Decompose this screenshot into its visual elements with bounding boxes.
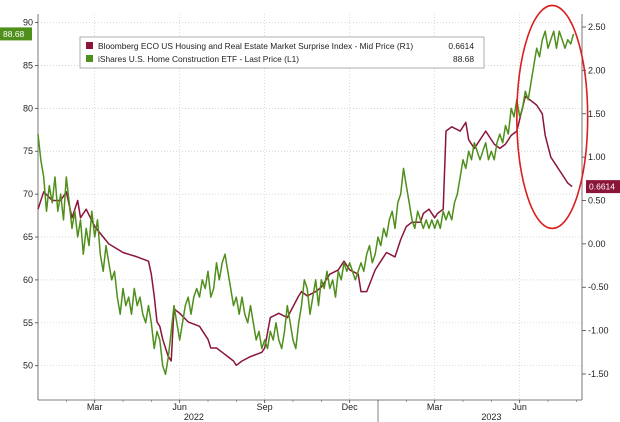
left-last-value-badge — [0, 27, 32, 41]
x-month-label: Mar — [87, 402, 103, 412]
right-tick-label: -1.00 — [588, 326, 609, 336]
series-lines — [37, 30, 575, 376]
left-tick-label: 70 — [23, 189, 33, 199]
x-month-label: Dec — [342, 402, 359, 412]
left-tick-label: 85 — [23, 60, 33, 70]
x-month-label: Mar — [427, 402, 443, 412]
legend-swatch-housing-surprise — [86, 42, 93, 49]
right-tick-label: -1.50 — [588, 369, 609, 379]
right-tick-label: 2.00 — [588, 65, 606, 75]
right-last-value-badge — [586, 180, 620, 194]
right-tick-label: 0.00 — [588, 239, 606, 249]
series-line-home-construction-etf — [37, 30, 575, 376]
left-tick-label: 80 — [23, 103, 33, 113]
right-tick-label: 2.50 — [588, 22, 606, 32]
left-tick-label: 55 — [23, 318, 33, 328]
annotation-layer — [516, 4, 589, 230]
x-month-label: Jun — [172, 402, 187, 412]
right-tick-label: 1.50 — [588, 109, 606, 119]
left-tick-label: 60 — [23, 275, 33, 285]
x-month-label: Sep — [257, 402, 273, 412]
left-tick-label: 75 — [23, 146, 33, 156]
x-year-label: 2023 — [481, 412, 501, 422]
x-month-label: Jun — [512, 402, 527, 412]
right-axis-ticks: -1.50 -1.00 -0.50 0.00 0.50 1.00 1.50 2.00 2.50 — [582, 22, 609, 379]
right-tick-label: 0.50 — [588, 195, 606, 205]
left-tick-label: 90 — [23, 18, 33, 28]
legend: Bloomberg ECO US Housing and Real Estate… — [79, 36, 485, 69]
right-tick-label: -0.50 — [588, 282, 609, 292]
highlight-ellipse — [516, 4, 589, 230]
right-last-value-badge-text: 0.6614 — [589, 182, 615, 192]
left-tick-label: 65 — [23, 232, 33, 242]
legend-label-home-construction-etf: iShares U.S. Home Construction ETF - Las… — [98, 54, 299, 64]
legend-value-home-construction-etf: 88.68 — [453, 54, 474, 64]
x-year-label: 2022 — [184, 412, 204, 422]
legend-swatch-home-construction-etf — [86, 55, 93, 62]
legend-label-housing-surprise: Bloomberg ECO US Housing and Real Estate… — [98, 41, 413, 51]
plot-background — [38, 14, 582, 400]
left-last-value-badge-text: 88.68 — [3, 29, 25, 39]
last-value-badges: 88.68 0.6614 — [0, 27, 620, 194]
gridlines — [38, 14, 582, 400]
series-line-housing-surprise — [37, 95, 573, 367]
right-tick-label: 1.00 — [588, 152, 606, 162]
legend-box — [79, 36, 485, 69]
left-tick-label: 50 — [23, 361, 33, 371]
legend-value-housing-surprise: 0.6614 — [448, 41, 474, 51]
left-axis-ticks: 50 55 60 65 70 75 80 85 90 — [23, 18, 38, 371]
